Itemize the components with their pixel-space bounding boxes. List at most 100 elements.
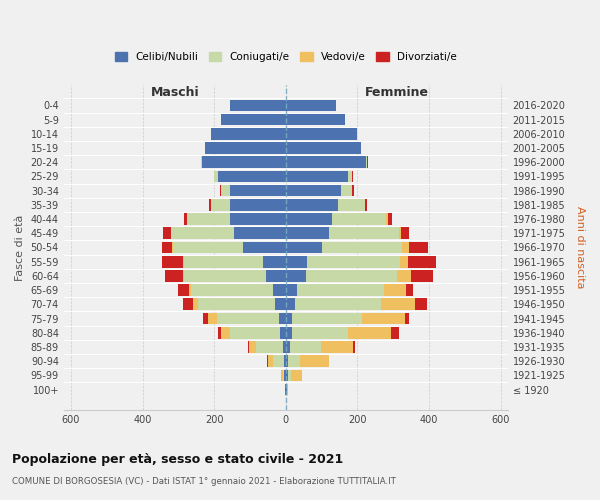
- Bar: [286, 284, 296, 296]
- Bar: [230, 214, 286, 225]
- Bar: [220, 185, 221, 196]
- Bar: [380, 298, 415, 310]
- Bar: [218, 327, 221, 338]
- Text: Popolazione per età, sesso e stato civile - 2021: Popolazione per età, sesso e stato civil…: [12, 452, 343, 466]
- Bar: [284, 370, 286, 381]
- Bar: [218, 170, 286, 182]
- Bar: [391, 327, 398, 338]
- Bar: [287, 356, 300, 367]
- Bar: [286, 384, 287, 396]
- Bar: [189, 284, 191, 296]
- Bar: [286, 199, 338, 210]
- Bar: [407, 256, 436, 268]
- Bar: [243, 242, 286, 254]
- Bar: [388, 214, 392, 225]
- Bar: [284, 356, 286, 367]
- Bar: [230, 327, 280, 338]
- Bar: [365, 199, 367, 210]
- Bar: [400, 256, 407, 268]
- Bar: [171, 228, 234, 239]
- Bar: [286, 114, 345, 126]
- Bar: [285, 384, 286, 396]
- Bar: [221, 114, 286, 126]
- Bar: [198, 298, 275, 310]
- Bar: [184, 214, 187, 225]
- Bar: [290, 341, 320, 352]
- Bar: [163, 228, 170, 239]
- Bar: [300, 356, 329, 367]
- Bar: [338, 199, 365, 210]
- Bar: [286, 327, 292, 338]
- Bar: [234, 228, 286, 239]
- Bar: [352, 170, 353, 182]
- Bar: [397, 270, 411, 281]
- Bar: [256, 341, 283, 352]
- Bar: [280, 312, 286, 324]
- Bar: [268, 356, 273, 367]
- Bar: [193, 298, 198, 310]
- Y-axis label: Anni di nascita: Anni di nascita: [575, 206, 585, 288]
- Bar: [166, 270, 182, 281]
- Text: Femmine: Femmine: [365, 86, 429, 99]
- Bar: [286, 214, 332, 225]
- Bar: [203, 312, 208, 324]
- Bar: [184, 256, 263, 268]
- Bar: [230, 100, 286, 112]
- Bar: [280, 327, 286, 338]
- Bar: [249, 341, 256, 352]
- Bar: [182, 298, 193, 310]
- Bar: [173, 242, 243, 254]
- Bar: [221, 327, 230, 338]
- Bar: [341, 185, 352, 196]
- Bar: [214, 170, 218, 182]
- Bar: [211, 199, 230, 210]
- Bar: [295, 298, 380, 310]
- Bar: [286, 312, 292, 324]
- Bar: [230, 199, 286, 210]
- Bar: [286, 128, 358, 140]
- Bar: [187, 214, 230, 225]
- Bar: [182, 270, 184, 281]
- Bar: [286, 185, 341, 196]
- Bar: [263, 256, 286, 268]
- Bar: [217, 312, 280, 324]
- Bar: [208, 312, 217, 324]
- Bar: [283, 341, 286, 352]
- Bar: [411, 270, 433, 281]
- Bar: [200, 156, 202, 168]
- Bar: [221, 185, 230, 196]
- Bar: [348, 327, 391, 338]
- Bar: [305, 270, 397, 281]
- Bar: [230, 185, 286, 196]
- Bar: [273, 356, 284, 367]
- Bar: [352, 185, 354, 196]
- Y-axis label: Fasce di età: Fasce di età: [15, 214, 25, 280]
- Bar: [409, 242, 428, 254]
- Text: COMUNE DI BORGOSESIA (VC) - Dati ISTAT 1° gennaio 2021 - Elaborazione TUTTITALIA: COMUNE DI BORGOSESIA (VC) - Dati ISTAT 1…: [12, 478, 396, 486]
- Bar: [286, 156, 367, 168]
- Bar: [172, 242, 173, 254]
- Bar: [275, 298, 286, 310]
- Bar: [273, 284, 286, 296]
- Bar: [349, 170, 352, 182]
- Bar: [286, 370, 287, 381]
- Bar: [184, 270, 266, 281]
- Bar: [286, 256, 307, 268]
- Bar: [286, 270, 305, 281]
- Bar: [291, 370, 302, 381]
- Bar: [401, 228, 409, 239]
- Bar: [283, 370, 284, 381]
- Bar: [398, 228, 401, 239]
- Bar: [320, 341, 353, 352]
- Bar: [266, 270, 286, 281]
- Bar: [170, 228, 171, 239]
- Bar: [322, 242, 402, 254]
- Bar: [205, 142, 286, 154]
- Bar: [406, 284, 413, 296]
- Bar: [286, 341, 290, 352]
- Bar: [332, 214, 386, 225]
- Bar: [248, 341, 249, 352]
- Bar: [405, 312, 409, 324]
- Bar: [292, 312, 362, 324]
- Bar: [286, 356, 287, 367]
